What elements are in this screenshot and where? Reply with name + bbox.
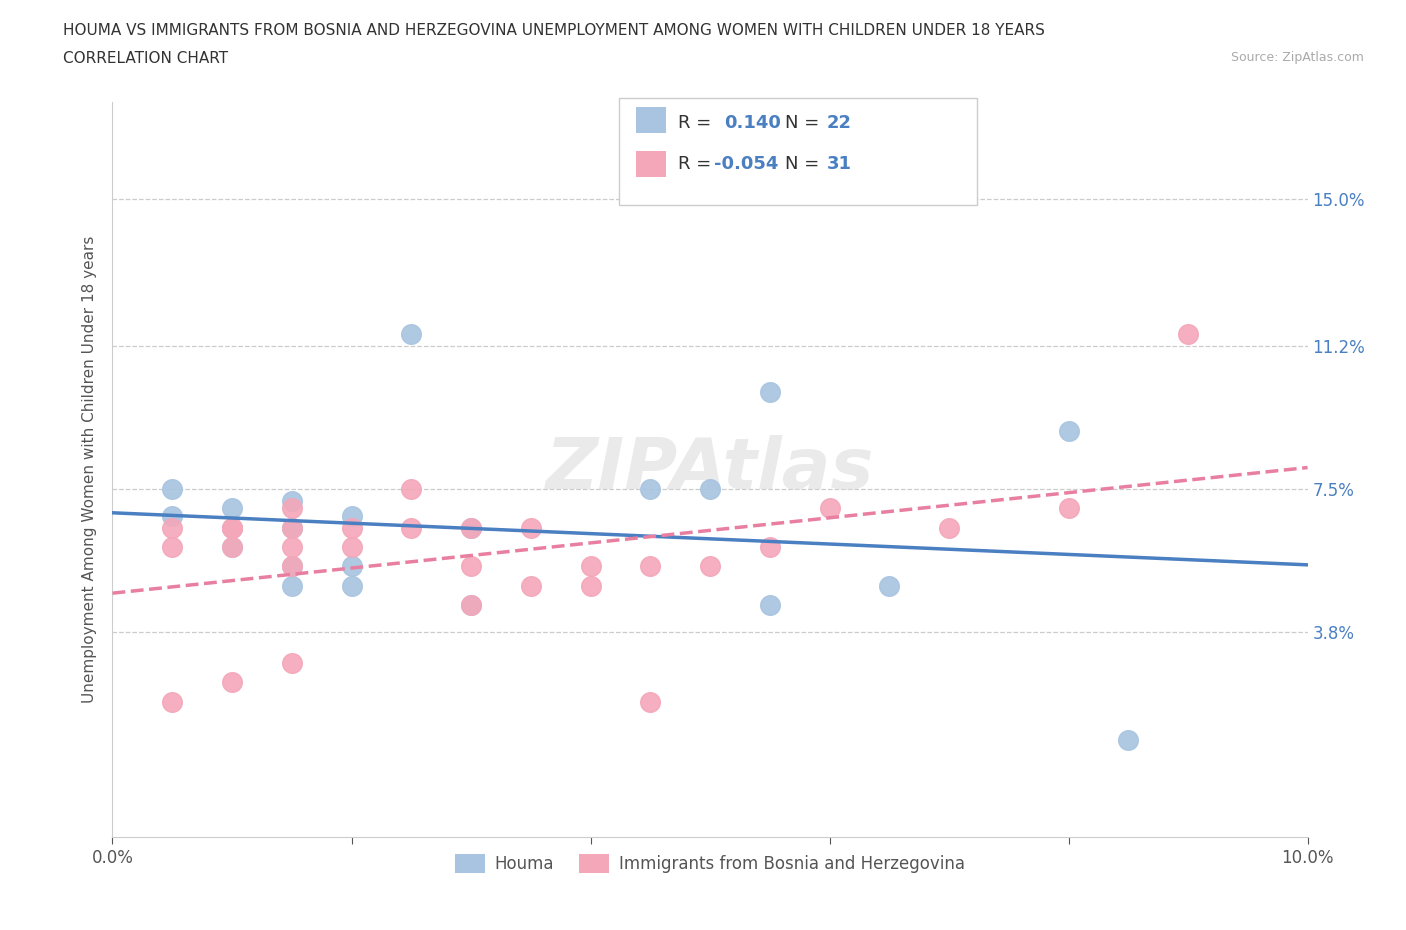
Point bbox=[759, 385, 782, 400]
Point bbox=[281, 520, 304, 535]
Point bbox=[460, 598, 482, 613]
Point bbox=[162, 694, 183, 709]
Point bbox=[281, 559, 304, 574]
Point bbox=[221, 520, 243, 535]
Text: Source: ZipAtlas.com: Source: ZipAtlas.com bbox=[1230, 51, 1364, 64]
Point bbox=[221, 675, 243, 690]
Point bbox=[759, 598, 782, 613]
Text: CORRELATION CHART: CORRELATION CHART bbox=[63, 51, 228, 66]
Point bbox=[281, 520, 304, 535]
Point bbox=[340, 578, 363, 593]
Point bbox=[520, 578, 543, 593]
Point bbox=[221, 501, 243, 516]
Text: -0.054: -0.054 bbox=[714, 155, 779, 173]
Point bbox=[401, 326, 423, 341]
Text: R =: R = bbox=[678, 114, 717, 132]
Text: 0.140: 0.140 bbox=[724, 114, 780, 132]
Point bbox=[460, 520, 482, 535]
Y-axis label: Unemployment Among Women with Children Under 18 years: Unemployment Among Women with Children U… bbox=[82, 236, 97, 703]
Text: ZIPAtlas: ZIPAtlas bbox=[546, 435, 875, 504]
Text: N =: N = bbox=[785, 155, 824, 173]
Point bbox=[460, 559, 482, 574]
Point bbox=[281, 559, 304, 574]
Point bbox=[460, 520, 482, 535]
Point bbox=[281, 539, 304, 554]
Text: HOUMA VS IMMIGRANTS FROM BOSNIA AND HERZEGOVINA UNEMPLOYMENT AMONG WOMEN WITH CH: HOUMA VS IMMIGRANTS FROM BOSNIA AND HERZ… bbox=[63, 23, 1045, 38]
Point bbox=[640, 559, 662, 574]
Point bbox=[938, 520, 960, 535]
Point bbox=[281, 493, 304, 508]
Point bbox=[579, 559, 602, 574]
Point bbox=[1057, 501, 1080, 516]
Point bbox=[699, 559, 721, 574]
Point bbox=[221, 520, 243, 535]
Text: 31: 31 bbox=[827, 155, 852, 173]
Point bbox=[1118, 733, 1140, 748]
Point bbox=[699, 482, 721, 497]
Point bbox=[162, 509, 183, 524]
Point bbox=[401, 482, 423, 497]
Point bbox=[340, 520, 363, 535]
Point bbox=[221, 520, 243, 535]
Point bbox=[520, 520, 543, 535]
Point bbox=[162, 539, 183, 554]
Point bbox=[281, 656, 304, 671]
Point bbox=[281, 501, 304, 516]
Point bbox=[340, 509, 363, 524]
Text: 22: 22 bbox=[827, 114, 852, 132]
Point bbox=[162, 482, 183, 497]
Point bbox=[818, 501, 841, 516]
Legend: Houma, Immigrants from Bosnia and Herzegovina: Houma, Immigrants from Bosnia and Herzeg… bbox=[449, 847, 972, 880]
Point bbox=[759, 539, 782, 554]
Point bbox=[460, 598, 482, 613]
Point bbox=[340, 539, 363, 554]
Text: R =: R = bbox=[678, 155, 717, 173]
Point bbox=[221, 539, 243, 554]
Point bbox=[1177, 326, 1199, 341]
Point bbox=[401, 520, 423, 535]
Point bbox=[579, 578, 602, 593]
Point bbox=[340, 559, 363, 574]
Point bbox=[221, 539, 243, 554]
Point bbox=[281, 578, 304, 593]
Point bbox=[879, 578, 901, 593]
Text: N =: N = bbox=[785, 114, 824, 132]
Point bbox=[162, 520, 183, 535]
Point bbox=[1057, 423, 1080, 438]
Point bbox=[640, 694, 662, 709]
Point bbox=[640, 482, 662, 497]
